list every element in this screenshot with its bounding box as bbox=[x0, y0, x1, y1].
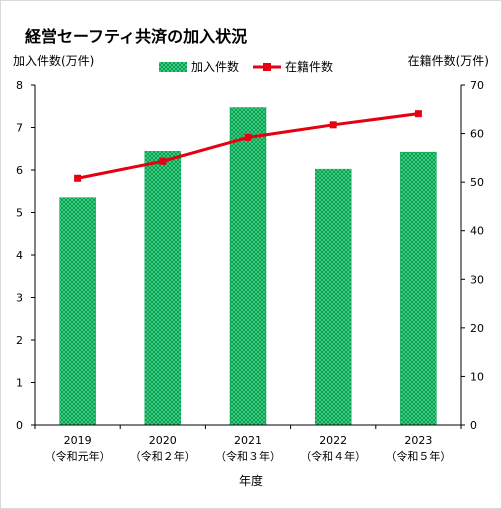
line-marker-2022 bbox=[329, 121, 337, 129]
legend-swatch-line bbox=[253, 62, 282, 71]
legend: 加入件数 在籍件数 bbox=[159, 58, 347, 75]
right-axis-title: 在籍件数(万件) bbox=[407, 54, 489, 68]
right-tick-label: 70 bbox=[470, 79, 484, 92]
right-tick-label: 10 bbox=[470, 370, 484, 383]
x-tick-sublabel: （令和２年） bbox=[130, 449, 196, 463]
left-tick-label: 6 bbox=[16, 164, 23, 177]
line-marker-2023 bbox=[414, 110, 422, 118]
left-tick-label: 1 bbox=[16, 377, 23, 390]
left-tick-label: 8 bbox=[16, 79, 23, 92]
bar-2020 bbox=[144, 151, 182, 426]
x-axis-title: 年度 bbox=[238, 474, 263, 488]
legend-label-line: 在籍件数 bbox=[285, 60, 334, 74]
x-tick-label: 2020 bbox=[149, 434, 177, 447]
bar-2021 bbox=[229, 107, 267, 426]
x-tick-sublabel: （令和５年） bbox=[385, 449, 451, 463]
line-marker-2019 bbox=[74, 174, 82, 182]
bar-2022 bbox=[314, 168, 352, 426]
left-axis-title: 加入件数(万件) bbox=[13, 54, 95, 68]
right-tick-label: 20 bbox=[470, 322, 484, 335]
legend-swatch-bars bbox=[159, 61, 187, 72]
x-tick-sublabel: （令和元年） bbox=[45, 449, 111, 463]
right-tick-label: 60 bbox=[470, 128, 484, 141]
left-tick-label: 2 bbox=[16, 334, 23, 347]
legend-label-bars: 加入件数 bbox=[191, 60, 240, 74]
line-marker-2021 bbox=[244, 133, 252, 141]
x-tick-label: 2019 bbox=[64, 434, 92, 447]
left-tick-label: 7 bbox=[16, 122, 23, 135]
x-tick-label: 2022 bbox=[319, 434, 347, 447]
legend-item-bars: 加入件数 bbox=[159, 58, 239, 75]
x-tick-label: 2023 bbox=[404, 434, 432, 447]
bar-2019 bbox=[59, 197, 96, 426]
left-tick-label: 0 bbox=[16, 419, 23, 432]
left-tick-label: 3 bbox=[16, 292, 23, 305]
right-tick-label: 40 bbox=[470, 225, 484, 238]
x-tick-sublabel: （令和４年） bbox=[300, 449, 366, 463]
line-marker-2020 bbox=[159, 157, 167, 165]
x-tick-label: 2021 bbox=[234, 434, 262, 447]
chart-title: 経営セーフティ共済の加入状況 bbox=[25, 27, 248, 46]
bar-2023 bbox=[400, 151, 437, 426]
legend-item-line: 在籍件数 bbox=[253, 58, 333, 75]
right-tick-label: 30 bbox=[470, 273, 484, 286]
right-tick-label: 0 bbox=[470, 419, 477, 432]
right-tick-label: 50 bbox=[470, 176, 484, 189]
x-tick-sublabel: （令和３年） bbox=[215, 449, 281, 463]
left-tick-label: 5 bbox=[16, 207, 23, 220]
left-tick-label: 4 bbox=[16, 249, 23, 262]
